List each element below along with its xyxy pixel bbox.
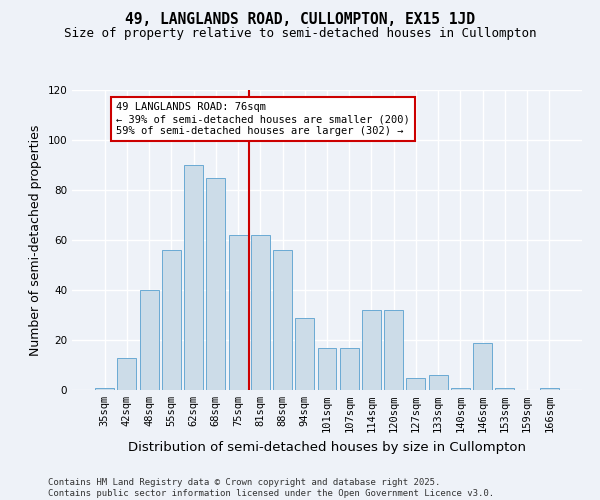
Text: 49 LANGLANDS ROAD: 76sqm
← 39% of semi-detached houses are smaller (200)
59% of : 49 LANGLANDS ROAD: 76sqm ← 39% of semi-d… [116, 102, 410, 136]
Bar [496, 388, 514, 390]
X-axis label: Distribution of semi-detached houses by size in Cullompton: Distribution of semi-detached houses by … [128, 440, 526, 454]
Bar [362, 310, 381, 390]
Bar [429, 375, 448, 390]
Bar [140, 290, 158, 390]
Text: Contains HM Land Registry data © Crown copyright and database right 2025.
Contai: Contains HM Land Registry data © Crown c… [48, 478, 494, 498]
Bar [206, 178, 225, 390]
Bar [229, 235, 248, 390]
Text: 49, LANGLANDS ROAD, CULLOMPTON, EX15 1JD: 49, LANGLANDS ROAD, CULLOMPTON, EX15 1JD [125, 12, 475, 28]
Text: Size of property relative to semi-detached houses in Cullompton: Size of property relative to semi-detach… [64, 28, 536, 40]
Bar [184, 165, 203, 390]
Bar [384, 310, 403, 390]
Bar [473, 342, 492, 390]
Bar [251, 235, 270, 390]
Bar [540, 388, 559, 390]
Y-axis label: Number of semi-detached properties: Number of semi-detached properties [29, 124, 42, 356]
Bar [451, 388, 470, 390]
Bar [162, 250, 181, 390]
Bar [406, 378, 425, 390]
Bar [295, 318, 314, 390]
Bar [340, 348, 359, 390]
Bar [95, 388, 114, 390]
Bar [273, 250, 292, 390]
Bar [317, 348, 337, 390]
Bar [118, 358, 136, 390]
